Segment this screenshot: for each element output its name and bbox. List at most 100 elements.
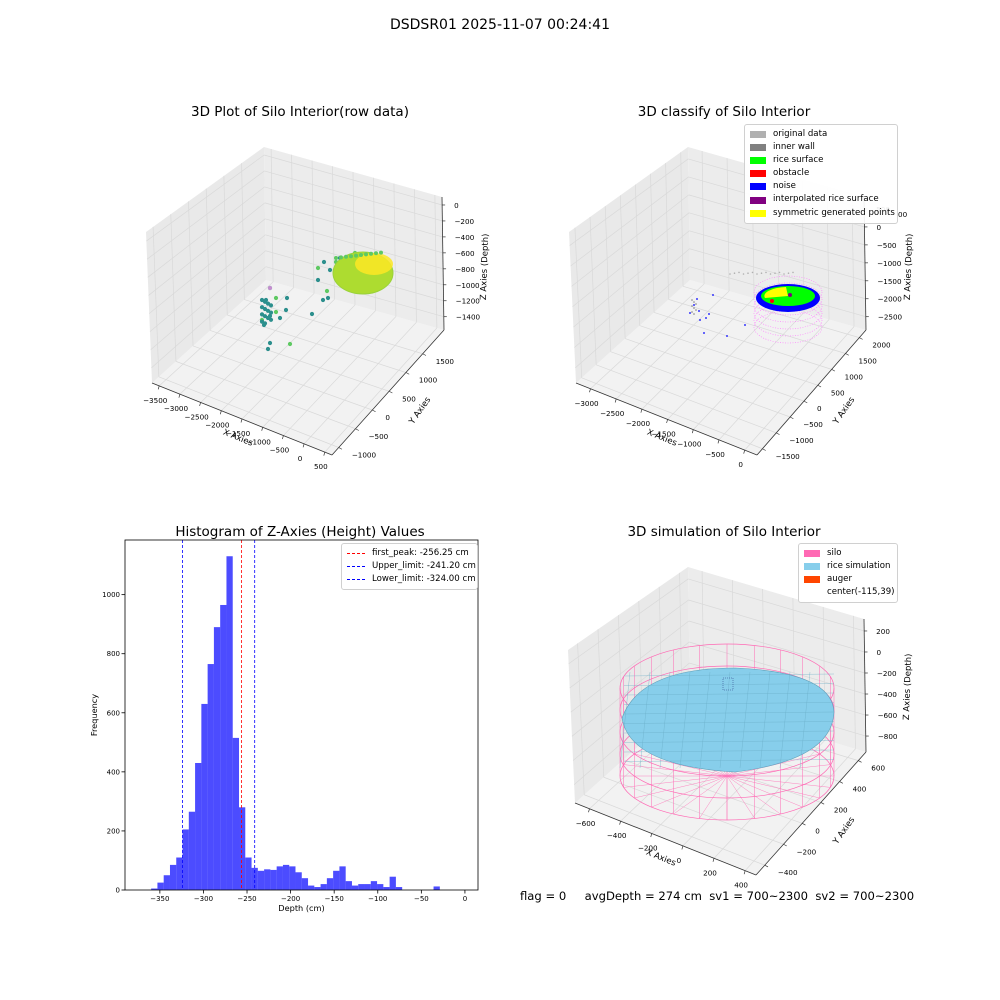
plot2-gridline [571,194,689,287]
plot4-x-tick-mark [743,870,746,875]
plot4-silo-spoke [634,775,728,799]
plot4-rice-mesh [623,683,835,686]
plot1-point [320,297,326,303]
plot4-x-tick-label: 200 [703,868,717,877]
plot1-gridline [283,316,397,436]
histogram-bar [370,881,378,890]
plot4-z-axis-line [863,618,867,753]
plot4-rice-mesh [779,671,791,769]
plot1-gridline [179,287,294,395]
plot4-gridline [853,615,856,749]
plot1-surface-cluster-top [355,253,393,275]
plot1-y-tick-label: 0 [385,413,390,422]
plot2-inner-wall-point [691,311,693,313]
plot2-gridline [744,326,855,451]
plot2-gridline [665,162,669,300]
histogram-bar [151,888,158,890]
plot1-point [309,311,315,317]
plot1-point [339,255,343,260]
plot2-noise-point [689,312,691,314]
plot1-gridline [223,175,228,316]
plot2-inner-wall-ring [753,303,823,337]
plot1-gridline [147,186,265,278]
plot2-obstacle [770,299,774,303]
plot2-gridline [689,230,866,282]
plot1-point [327,267,333,273]
plot1-point [321,259,327,265]
plot1-x-tick-label: −3500 [143,396,168,405]
histogram-bar [339,866,346,890]
plot1-gridline [264,186,443,238]
plot1-point [277,315,283,321]
plot2-noise-point [698,310,700,312]
plot2-gridline [589,216,597,365]
legend-label: first_peak: -256.25 cm [372,548,469,558]
simulation-legend: silo rice simulation auger center(-115,3… [798,543,898,604]
plot2-y-tick-label: 1000 [845,372,864,381]
plot1-z-tick-label: −1200 [456,297,481,306]
plot2-original-point [787,272,790,275]
plot4-y-tick-label: 400 [853,785,867,794]
plot1-x-tick-mark [323,452,326,456]
legend-swatch [750,196,766,204]
plot1-point [315,265,321,271]
legend-item-inner-wall: inner wall [750,141,892,154]
legend-item-noise: noise [750,180,892,193]
plot1-y-tick-mark [422,353,427,356]
plot4-y-tick-label: −200 [797,847,817,856]
histogram-bar [320,884,327,890]
plot4-z-tick-label: −600 [877,711,897,720]
plot2-original-point [778,271,781,274]
plot4-x-tick-mark [681,845,684,850]
plot1-gridline [311,160,315,294]
plot4-y-tick-label: −400 [778,868,798,877]
plot2-gridline [726,158,730,292]
plot2-noise-point [726,335,728,337]
plot2-gridline [718,319,830,441]
plot2-noise-point [696,298,698,300]
plot2-inner-wall-point [693,301,695,303]
legend-item-silo: silo [804,547,892,560]
histogram-y-tick-label: 0 [116,887,120,895]
plot4-rice-mesh [623,759,835,762]
plot2-y-axis-line [756,329,867,456]
plot1-z-tick-label: −1000 [455,281,480,290]
plot2-y-tick-label: −1000 [789,436,814,445]
plot1-gridline [149,218,266,314]
plot4-rice-mesh [623,673,835,677]
legend-label: interpolated rice surface [773,194,879,205]
plot4-silo-spoke [634,753,728,777]
plot1-z-tick-label: −800 [455,265,475,274]
plot1-gridline [146,154,265,242]
plot2-x-tick-mark [614,398,617,403]
legend-swatch [750,183,766,191]
plot2-original-point [729,273,731,275]
plot1-gridline [264,154,443,206]
status-avg-depth: avgDepth = 274 cm [584,889,702,903]
plot4-gridline [623,759,803,824]
plot2-inner-wall-ring [753,310,823,344]
plot2-gridline [596,364,777,434]
plot4-y-axis-line [755,751,867,876]
plot1-point [273,309,279,315]
plot1-point [379,250,383,255]
legend-item-upper-limit: Upper_limit: -241.20 cm [347,560,476,573]
plot1-point [315,277,321,283]
plot4-rice-mesh [739,671,751,769]
plot2-gridline [619,195,626,339]
legend-line [347,553,365,555]
plot4-y-axis-label: Y Axies [831,815,858,847]
histogram-bar [182,829,189,890]
histogram-bar [326,878,334,890]
plot1-gridline [205,188,211,331]
plot2-y-tick-label: 0 [817,404,822,413]
plot2-inner-wall-point [691,305,693,307]
plot2-x-axis-line [575,382,758,456]
histogram-bar [308,885,315,890]
histogram-bar [383,887,390,890]
plot4-silo-spoke [726,775,820,799]
histogram-bars [151,556,440,890]
plot4-x-tick-label: −600 [576,819,596,828]
plot2-gridline [572,212,690,308]
plot1-x-tick-mark [302,443,305,448]
